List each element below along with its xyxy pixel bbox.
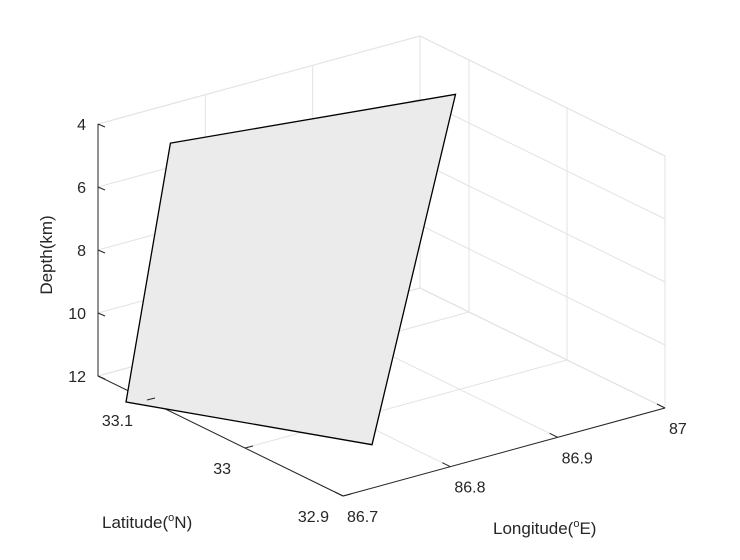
- x-tick-label: 86.8: [454, 480, 485, 497]
- z-tick-label: 12: [68, 369, 86, 386]
- x-axis-line: [342, 407, 666, 497]
- grid-line-z: [97, 35, 421, 125]
- x-tick-mark: [334, 491, 344, 497]
- y-tick-mark: [342, 493, 352, 497]
- z-axis-label: Depth(km): [37, 215, 56, 294]
- y-tick-label: 33.1: [102, 413, 133, 430]
- x-tick-mark: [549, 432, 558, 438]
- fault-plane: [125, 93, 457, 446]
- grid-line-z: [419, 161, 666, 283]
- z-tick-label: 10: [68, 306, 86, 323]
- ticks-layer: 86.7 86.8 86.9 87 32.9 33 33.1 4 6 8 10 12: [68, 117, 687, 526]
- grid-line-z: [419, 287, 666, 409]
- x-tick-label: 87: [669, 421, 687, 438]
- y-tick-label: 32.9: [298, 509, 329, 526]
- x-axis-label: Longitude(oE): [493, 518, 596, 538]
- z-tick-label: 8: [77, 243, 86, 260]
- grid-line-z: [419, 35, 666, 157]
- grid-line-y: [244, 359, 568, 449]
- z-tick-mark: [97, 249, 106, 254]
- x-tick-label: 86.9: [562, 450, 593, 467]
- grid-line-z: [419, 224, 666, 346]
- z-tick-label: 4: [77, 117, 86, 134]
- y-tick-label: 33: [213, 461, 231, 478]
- y-axis-label: Latitude(oN): [102, 512, 192, 532]
- y-tick-mark: [244, 445, 254, 449]
- x-tick-label: 86.7: [347, 509, 378, 526]
- grid-line-z: [419, 98, 666, 220]
- plane-layer: [125, 93, 457, 446]
- z-tick-mark: [97, 123, 106, 128]
- z-tick-mark: [97, 375, 106, 380]
- x-tick-mark: [656, 403, 666, 409]
- z-tick-mark: [97, 186, 106, 191]
- z-tick-label: 6: [77, 180, 86, 197]
- x-tick-mark: [442, 462, 451, 468]
- y-tick-mark: [146, 397, 156, 401]
- z-tick-mark: [97, 312, 106, 317]
